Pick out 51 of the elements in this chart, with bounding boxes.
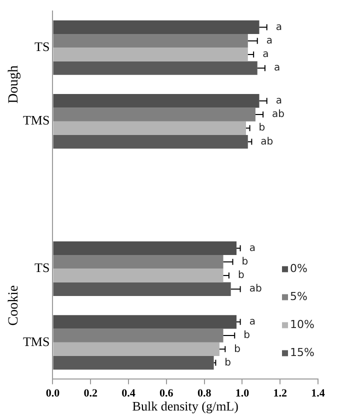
data-label: b — [238, 270, 244, 282]
bar — [53, 282, 231, 296]
data-label: b — [244, 330, 250, 342]
data-label: b — [234, 344, 241, 355]
data-label: a — [276, 95, 282, 106]
bar — [53, 241, 237, 256]
bar — [53, 108, 256, 122]
x-tick-label: 0.8 — [197, 388, 212, 400]
bar — [53, 121, 246, 135]
data-label: b — [224, 357, 232, 368]
x-tick-label: 0.2 — [84, 388, 98, 400]
data-label: ab — [272, 109, 285, 120]
data-label: a — [262, 49, 269, 60]
bar — [53, 315, 237, 329]
bar — [53, 48, 248, 62]
bar — [53, 268, 224, 282]
legend-label: 10% — [290, 318, 314, 332]
legend-label: 5% — [290, 290, 308, 304]
bar — [53, 94, 260, 108]
bar — [53, 34, 248, 48]
data-label: ab — [249, 284, 262, 295]
text: Dough — [6, 65, 22, 104]
text: Cookie — [6, 285, 22, 326]
bar — [53, 134, 248, 149]
y-tick-label: TMS — [22, 334, 50, 349]
y-tick-label: TS — [34, 39, 50, 54]
bar — [53, 20, 260, 34]
bar — [53, 255, 224, 269]
bar — [53, 342, 220, 356]
data-label: a — [274, 62, 280, 74]
bar — [53, 328, 224, 342]
x-tick-label: 0.0 — [46, 388, 60, 400]
bar — [53, 61, 258, 75]
data-label: a — [276, 22, 282, 33]
bar — [53, 356, 214, 370]
data-label: a — [249, 316, 256, 328]
data-label: b — [242, 256, 248, 268]
y-tick-label: TS — [34, 260, 50, 276]
x-tick-label: 0.4 — [122, 388, 136, 400]
data-label: ab — [260, 136, 274, 148]
data-label: a — [266, 35, 273, 46]
data-label: b — [258, 122, 266, 134]
data-label: a — [249, 242, 256, 254]
x-axis-title: Bulk density (g/mL) — [132, 398, 238, 414]
legend-label: 15% — [290, 346, 314, 360]
x-tick-label: 1.0 — [235, 388, 250, 400]
y-tick-label: TMS — [22, 112, 50, 128]
x-tick-label: 1.4 — [311, 388, 326, 400]
legend-label: 0% — [290, 262, 308, 276]
x-tick-label: 1.2 — [273, 388, 288, 400]
x-tick-label: 0.6 — [160, 388, 174, 400]
